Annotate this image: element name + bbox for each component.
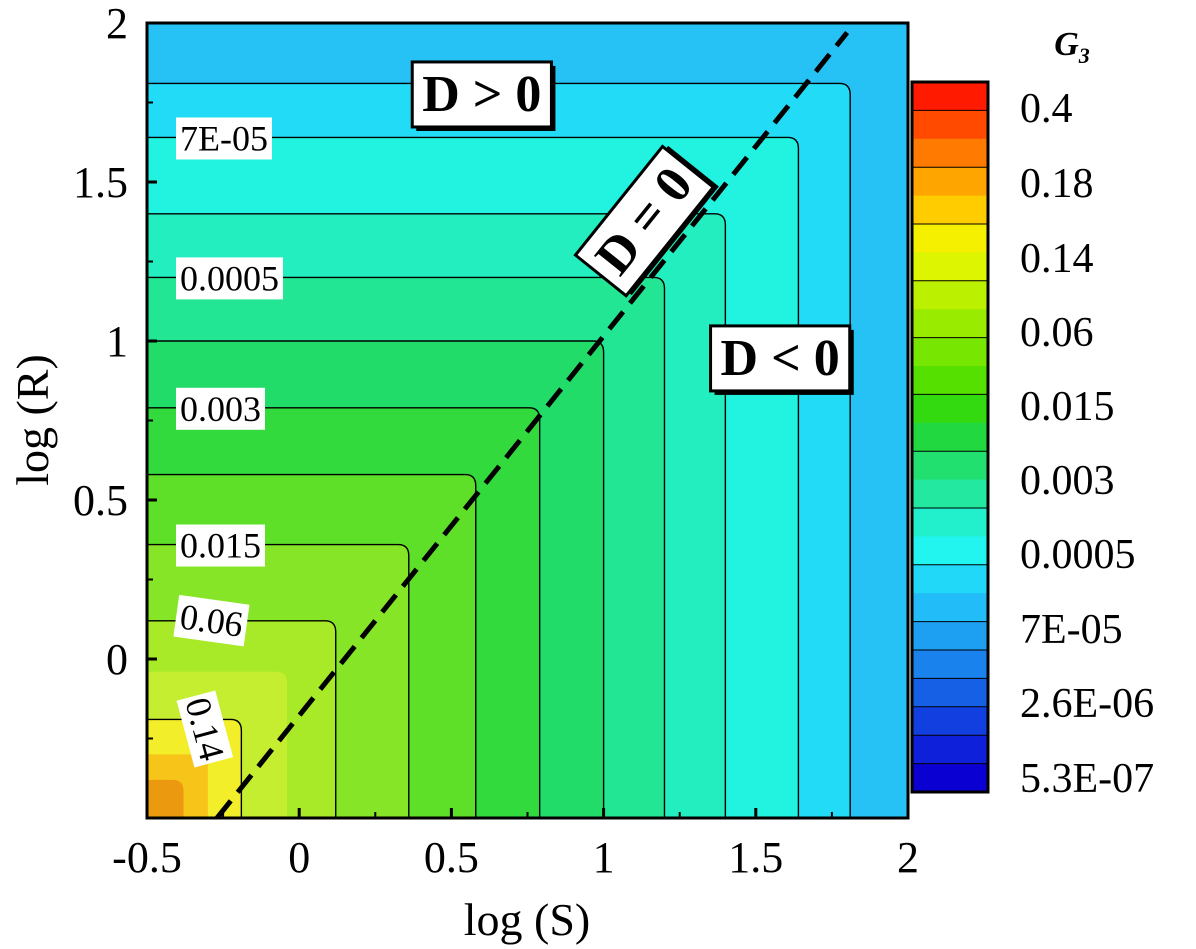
colorbar-swatch xyxy=(912,394,988,424)
colorbar-label: 2.6E-06 xyxy=(1020,681,1154,727)
colorbar-swatch xyxy=(912,536,988,566)
region-label: D > 0 xyxy=(422,66,541,123)
colorbar-swatch xyxy=(912,763,988,793)
colorbar-label: 0.003 xyxy=(1020,458,1115,504)
colorbar-swatch xyxy=(912,138,988,168)
x-axis-title: log (S) xyxy=(464,894,591,945)
contour-region xyxy=(147,779,184,818)
contour-label: 0.06 xyxy=(177,596,245,644)
x-tick-label: 0 xyxy=(288,833,310,882)
y-tick-label: 2 xyxy=(106,0,128,48)
contour-line xyxy=(147,136,800,818)
colorbar-swatch xyxy=(912,195,988,225)
contour-label-group: 0.14 xyxy=(176,690,234,768)
y-tick-label: 0.5 xyxy=(73,476,128,525)
region-label-box xyxy=(410,60,553,129)
colorbar-swatch xyxy=(912,366,988,395)
colorbar-frame xyxy=(910,80,990,794)
colorbar-label: 0.4 xyxy=(1020,86,1073,132)
region-label: D < 0 xyxy=(721,330,840,387)
colorbar-title-sub: 3 xyxy=(1078,43,1090,68)
colorbar-swatch xyxy=(912,508,988,537)
region-label-box xyxy=(573,144,716,298)
contour-label-bg xyxy=(176,117,272,160)
colorbar-swatch xyxy=(912,735,988,765)
contour-label: 7E-05 xyxy=(180,118,268,158)
colorbar-swatch xyxy=(912,650,988,679)
colorbar-swatch xyxy=(912,678,988,708)
plot-area: 0.14 0.06 0.015 0.003 0.0005 7E-05 D > 0 D < 0… xyxy=(147,23,908,818)
colorbar-swatch xyxy=(912,110,988,140)
y-tick-label: 0 xyxy=(106,635,128,684)
colorbar-swatch xyxy=(912,451,988,481)
colorbar-label: 0.18 xyxy=(1020,161,1094,207)
axes: -0.5 0 0.5 1 1.5 2 0 0.5 1 1.5 2 xyxy=(73,0,919,882)
contour-label-bg xyxy=(176,257,283,300)
contour-line xyxy=(147,473,477,818)
x-tick-label: -0.5 xyxy=(112,833,182,882)
contour-line xyxy=(147,620,337,818)
colorbar-label: 0.015 xyxy=(1020,384,1115,430)
y-axis-title: log (R) xyxy=(7,354,58,486)
contour-labels: 0.14 0.06 0.015 0.003 0.0005 7E-05 xyxy=(173,117,283,768)
colorbar-swatch xyxy=(912,479,988,509)
colorbar-swatch xyxy=(912,167,988,197)
colorbar-swatch xyxy=(912,706,988,736)
d-zero-line xyxy=(215,30,850,818)
colorbar-swatch xyxy=(912,593,988,623)
colorbar-swatch xyxy=(912,422,988,452)
region-label-group: D < 0 xyxy=(709,324,854,395)
colorbar-label: 7E-05 xyxy=(1020,607,1123,653)
colorbar-label: 0.14 xyxy=(1020,236,1094,282)
contour-line xyxy=(147,543,410,818)
colorbar-swatch xyxy=(912,337,988,367)
contour-label-bg xyxy=(176,524,265,567)
contour-lines xyxy=(147,82,851,818)
contour-label-bg xyxy=(176,387,265,430)
x-tick-label: 1.5 xyxy=(728,833,783,882)
colorbar-swatch xyxy=(912,309,988,339)
colorbar-swatch xyxy=(912,564,988,594)
contour-label-bg xyxy=(176,690,234,768)
region-label-group: D > 0 xyxy=(410,60,556,131)
colorbar-swatch xyxy=(912,224,988,253)
contour-line xyxy=(147,82,851,818)
colorbar-label: 0.0005 xyxy=(1020,532,1136,578)
colorbar-swatch xyxy=(912,82,988,111)
contour-label: 0.0005 xyxy=(180,258,279,298)
colorbar-title-base: G xyxy=(1054,26,1079,63)
x-tick-label: 2 xyxy=(897,833,919,882)
x-tick-label: 1 xyxy=(593,833,615,882)
colorbar-title: G3 xyxy=(1054,26,1090,68)
colorbar-swatch xyxy=(912,280,988,310)
colorbar: 0.4 0.18 0.14 0.06 0.015 0.003 0.0005 7E-05 2.6E… xyxy=(910,80,1154,802)
contour-line xyxy=(147,213,727,818)
contour-line xyxy=(147,340,605,818)
colorbar-swatch xyxy=(912,252,988,282)
x-tick-label: 0.5 xyxy=(424,833,479,882)
contour-label-bg xyxy=(173,594,250,647)
region-label-box xyxy=(709,324,852,393)
contour-label: 0.003 xyxy=(180,389,261,429)
y-tick-label: 1.5 xyxy=(73,158,128,207)
colorbar-label: 5.3E-07 xyxy=(1020,756,1154,802)
dashed-line xyxy=(215,30,850,818)
contour-label: 0.015 xyxy=(180,526,261,566)
contour-line xyxy=(147,718,243,818)
y-tick-label: 1 xyxy=(106,317,128,366)
colorbar-swatch xyxy=(912,621,988,651)
colorbar-label: 0.06 xyxy=(1020,310,1094,356)
